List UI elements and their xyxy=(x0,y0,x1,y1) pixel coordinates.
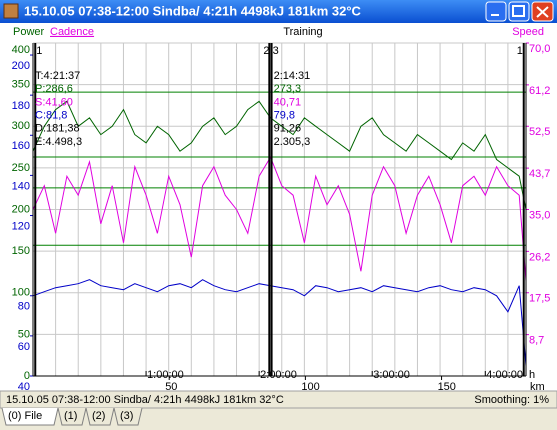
y3-tick-label: 140 xyxy=(12,180,30,192)
y3-tick-label: 120 xyxy=(12,220,30,232)
stat-line: E:4.498,3 xyxy=(35,136,82,148)
marker-label: 2 xyxy=(263,45,269,57)
stat-line: 2.305,3 xyxy=(274,136,311,148)
x-tick-label: 4:00:00 xyxy=(486,369,523,381)
y3-tick-label: 60 xyxy=(18,341,30,353)
y3-tick-label: 40 xyxy=(18,381,30,393)
stat-line: D:181,38 xyxy=(35,123,80,135)
y-tick-label: 200 xyxy=(12,203,30,215)
y-tick-label: 250 xyxy=(12,162,30,174)
marker-label: 1 xyxy=(36,45,42,57)
y3-tick-label: 80 xyxy=(18,301,30,313)
app-icon xyxy=(3,3,19,19)
legend-speed[interactable]: Speed xyxy=(512,26,544,38)
tab-label[interactable]: (0) File xyxy=(8,410,42,422)
series-line xyxy=(32,100,527,210)
stat-line: P:286,6 xyxy=(35,83,73,95)
series-line xyxy=(32,279,527,367)
km-axis-label: km xyxy=(530,381,545,393)
y-tick-label: 50 xyxy=(18,328,30,340)
marker-label: 1 xyxy=(517,45,523,57)
y3-tick-label: 160 xyxy=(12,140,30,152)
stat-line: C:81,8 xyxy=(35,110,67,122)
stat-line: T:4:21:37 xyxy=(35,70,80,82)
status-left: 15.10.05 07:38-12:00 Sindba/ 4:21h 4498k… xyxy=(6,394,284,406)
tab[interactable] xyxy=(57,407,87,426)
title-bar xyxy=(0,0,557,23)
window-title: 15.10.05 07:38-12:00 Sindba/ 4:21h 4498k… xyxy=(24,3,362,18)
tab[interactable] xyxy=(113,407,143,426)
y2-tick-label: 61,2 xyxy=(529,85,550,97)
x-tick-label: 3:00:00 xyxy=(373,369,410,381)
y-tick-label: 0 xyxy=(24,370,30,382)
status-right: Smoothing: 1% xyxy=(474,394,549,406)
km-tick-label: 50 xyxy=(165,381,177,393)
y2-tick-label: 43,7 xyxy=(529,168,550,180)
stat-line: 2:14:31 xyxy=(274,70,311,82)
tab-label[interactable]: (1) xyxy=(64,410,77,422)
stat-line: 79,8 xyxy=(274,110,295,122)
marker-label: 3 xyxy=(273,45,279,57)
y-tick-label: 300 xyxy=(12,120,30,132)
legend-power[interactable]: Power xyxy=(13,26,45,38)
y-tick-label: 400 xyxy=(12,44,30,56)
y-tick-label: 150 xyxy=(12,245,30,257)
km-tick-label: 150 xyxy=(438,381,456,393)
x-axis-label: h xyxy=(529,369,535,381)
x-tick-label: 1:00:00 xyxy=(147,369,184,381)
y2-tick-label: 8,7 xyxy=(529,335,544,347)
tab-label[interactable]: (3) xyxy=(120,410,133,422)
y2-tick-label: 35,0 xyxy=(529,209,550,221)
tab[interactable] xyxy=(85,407,115,426)
y3-tick-label: 180 xyxy=(12,100,30,112)
tab-label[interactable]: (2) xyxy=(92,410,105,422)
minimize-button[interactable] xyxy=(485,1,507,22)
y3-tick-label: 200 xyxy=(12,60,30,72)
x-tick-label: 2:00:00 xyxy=(260,369,297,381)
maximize-button[interactable] xyxy=(508,1,530,22)
stat-line: 91,26 xyxy=(274,123,302,135)
y2-tick-label: 70,0 xyxy=(529,43,550,55)
tab-strip: (0) File (1) (2) (3) xyxy=(1,407,143,426)
y2-tick-label: 26,2 xyxy=(529,251,550,263)
status-bar xyxy=(0,390,557,409)
y2-tick-label: 17,5 xyxy=(529,293,550,305)
y-tick-label: 350 xyxy=(12,79,30,91)
legend-cadence[interactable]: Cadence xyxy=(50,26,94,38)
stat-line: 273,3 xyxy=(274,83,302,95)
chart-title: Training xyxy=(283,26,322,38)
close-button[interactable] xyxy=(531,1,554,22)
y-tick-label: 100 xyxy=(12,287,30,299)
y2-tick-label: 52,5 xyxy=(529,126,550,138)
stat-line: S:41,60 xyxy=(35,96,73,108)
toolbar xyxy=(0,23,557,41)
plot: 0501001502002503003504004060801201401601… xyxy=(12,42,550,393)
series-line xyxy=(32,156,527,281)
tab[interactable] xyxy=(1,407,59,426)
km-tick-label: 100 xyxy=(301,381,319,393)
stat-line: 40,71 xyxy=(274,96,302,108)
